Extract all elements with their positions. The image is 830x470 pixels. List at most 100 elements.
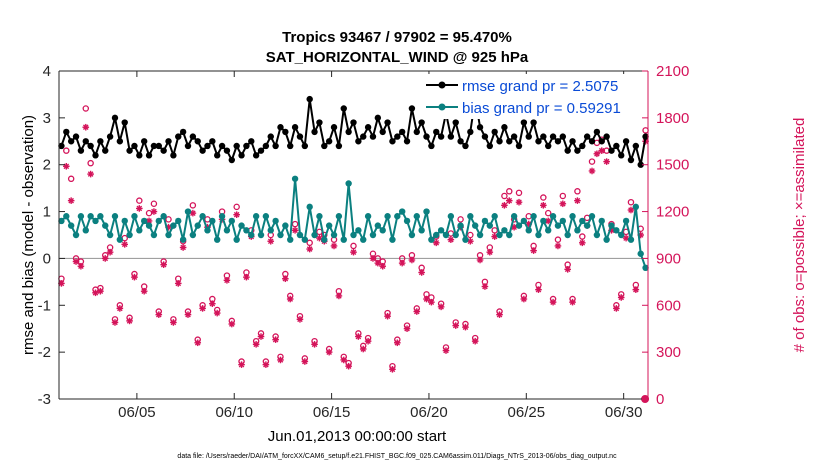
bias-point: [102, 222, 109, 229]
obs-assimilated-point: [350, 248, 357, 256]
obs-assimilated-stroke: [574, 197, 581, 204]
obs-assimilated-point: [345, 362, 352, 370]
bias-point: [535, 231, 542, 239]
obs-assimilated-stroke: [302, 358, 308, 365]
bias-point: [574, 227, 581, 234]
obs-possible-point: [579, 233, 586, 240]
obs-assimilated-stroke: [452, 322, 459, 329]
obs-possible-point: [544, 209, 552, 217]
obs-assimilated-stroke: [345, 363, 352, 370]
obs-assimilated-stroke: [501, 202, 508, 209]
y-right-tick-label: 0: [656, 391, 664, 408]
obs-assimilated-stroke: [185, 311, 191, 318]
obs-possible-point: [642, 127, 649, 134]
rmse-point: [632, 142, 640, 150]
rmse-point: [613, 142, 620, 150]
rmse-point: [160, 147, 167, 154]
bias-point: [364, 213, 372, 220]
obs-assimilated-stroke: [628, 207, 634, 213]
rmse-point: [379, 128, 386, 136]
rmse-point: [87, 142, 94, 150]
bias-point: [325, 222, 333, 229]
obs-assimilated-point: [106, 248, 114, 256]
rmse-point: [486, 142, 493, 150]
bias-point: [58, 217, 65, 225]
obs-assimilated-stroke: [506, 197, 513, 204]
obs-assimilated-point: [549, 298, 557, 306]
obs-assimilated-stroke: [404, 325, 410, 332]
obs-assimilated-point: [213, 309, 221, 317]
obs-assimilated-point: [136, 205, 143, 212]
bias-point: [165, 231, 172, 239]
obs-assimilated-point: [257, 333, 265, 340]
obs-assimilated-stroke: [613, 305, 620, 312]
bias-point: [379, 227, 386, 234]
rmse-point: [316, 119, 323, 126]
obs-assimilated-point: [364, 337, 372, 345]
rmse-point: [102, 147, 109, 154]
rmse-point: [72, 133, 80, 140]
bias-point: [63, 213, 70, 220]
obs-assimilated-stroke: [58, 280, 65, 287]
obs-assimilated-point: [121, 241, 129, 248]
obs-assimilated-point: [471, 337, 479, 345]
bias-point: [287, 236, 294, 243]
bias-point: [223, 227, 231, 234]
rmse-point: [549, 133, 557, 140]
obs-assimilated-point: [540, 202, 547, 209]
y-right-tick-label: 2100: [656, 63, 689, 80]
obs-assimilated-stroke: [224, 277, 230, 284]
bias-point: [496, 231, 503, 239]
obs-assimilated-point: [140, 287, 148, 295]
obs-assimilated-point: [578, 239, 586, 247]
rmse-point: [67, 138, 75, 145]
obs-assimilated-point: [72, 258, 80, 265]
obs-possible-point: [233, 203, 240, 211]
series-rmse: [58, 95, 649, 168]
bias-point: [316, 213, 323, 220]
obs-assimilated-stroke: [394, 339, 401, 346]
obs-assimilated-stroke: [350, 249, 357, 255]
bias-point: [471, 222, 479, 229]
bias-point: [520, 217, 528, 225]
bias-point: [77, 213, 85, 220]
obs-assimilated-stroke: [326, 349, 332, 355]
bias-point: [622, 217, 630, 225]
rmse-point: [58, 142, 65, 150]
rmse-point: [218, 142, 226, 150]
obs-assimilated-stroke: [238, 361, 245, 368]
rmse-point: [360, 133, 367, 140]
obs-assimilated-point: [359, 345, 367, 353]
x-tick-label: 06/10: [215, 404, 253, 421]
rmse-point: [467, 128, 474, 136]
rmse-point: [569, 138, 576, 145]
obs-assimilated-stroke: [92, 289, 99, 296]
rmse-point: [204, 142, 211, 150]
plot-area: [58, 95, 650, 403]
obs-assimilated-stroke: [467, 238, 474, 245]
rmse-point: [579, 142, 586, 150]
obs-assimilated-point: [403, 325, 411, 333]
bias-point: [408, 231, 416, 239]
bias-point: [330, 231, 338, 239]
obs-assimilated-point: [394, 339, 401, 347]
rmse-point: [574, 147, 581, 154]
obs-assimilated-stroke: [355, 333, 362, 340]
obs-assimilated-stroke: [560, 200, 566, 207]
rmse-point: [257, 147, 265, 154]
obs-assimilated-stroke: [336, 293, 342, 299]
obs-assimilated-stroke: [229, 321, 235, 327]
bias-point: [569, 213, 576, 220]
obs-assimilated-point: [179, 244, 187, 251]
rmse-point: [131, 142, 138, 150]
obs-assimilated-stroke: [384, 313, 391, 320]
legend: rmse grand pr = 2.5075 bias grand pr = 0…: [422, 74, 640, 119]
rmse-point: [447, 133, 455, 140]
bias-point: [394, 213, 401, 220]
bias-point: [530, 213, 537, 220]
obs-assimilated-stroke: [190, 210, 196, 216]
obs-assimilated-stroke: [214, 310, 221, 316]
bias-point: [150, 231, 158, 239]
x-tick-label: 06/15: [313, 404, 351, 421]
obs-assimilated-point: [389, 366, 396, 373]
